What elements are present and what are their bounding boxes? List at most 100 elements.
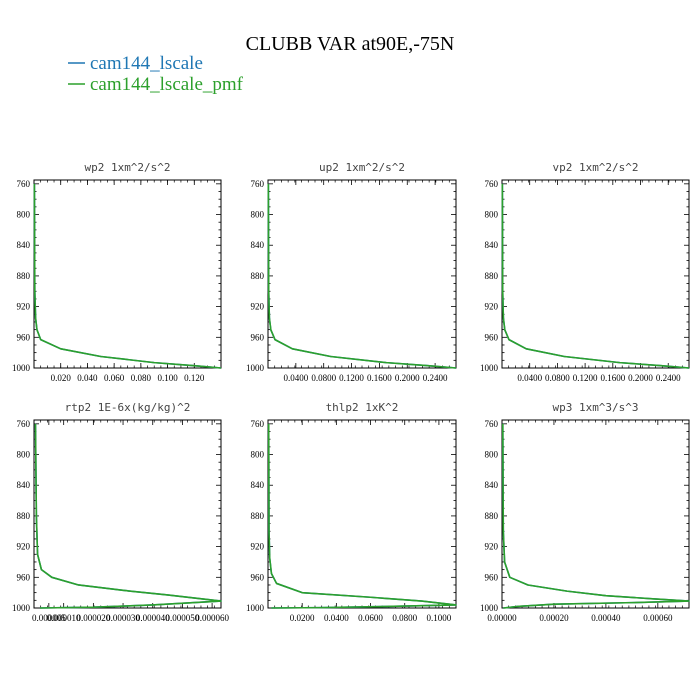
legend-label-cam144-lscale: cam144_lscale [90, 53, 203, 74]
y-tick-label: 880 [251, 271, 265, 281]
plot-frame [267, 419, 457, 609]
y-tick-label: 760 [17, 419, 31, 429]
y-tick-label: 800 [485, 210, 499, 220]
y-tick-label: 920 [485, 302, 499, 312]
panels: wp2 1xm^2/s^2 760 800 840 880 920 960 1000 0.020… [12, 161, 690, 623]
y-tick-label: 920 [17, 302, 31, 312]
x-tick-label: 0.1200 [573, 373, 598, 383]
series-line-2 [501, 423, 690, 609]
plot-frame [501, 179, 690, 369]
series-line-1 [267, 423, 457, 609]
x-tick-label: 0.060 [104, 373, 125, 383]
y-tick-label: 760 [251, 179, 265, 189]
x-tick-label: 0.020 [51, 373, 72, 383]
x-tick-label: 0.0800 [545, 373, 570, 383]
y-tick-label: 920 [485, 542, 499, 552]
panel-1: wp2 1xm^2/s^2 760 800 840 880 920 960 1000 0.020… [12, 161, 222, 383]
series-line-1 [501, 423, 690, 609]
y-tick-label: 840 [17, 240, 31, 250]
x-tick-label: 0.00060 [643, 613, 673, 623]
y-tick-label: 1000 [12, 363, 31, 373]
series-line-2 [267, 423, 457, 609]
panel-3: vp2 1xm^2/s^2 760 800 840 880 920 960 1000 0.040… [480, 161, 690, 383]
x-tick-label: 0.00000 [487, 613, 517, 623]
plot-frame [501, 419, 690, 609]
y-tick-label: 920 [17, 542, 31, 552]
x-tick-label: 0.1200 [339, 373, 364, 383]
y-tick-label: 880 [485, 271, 499, 281]
x-tick-label: 0.0600 [358, 613, 383, 623]
x-tick-label: 0.000050 [166, 613, 200, 623]
x-tick-label: 0.0800 [392, 613, 417, 623]
x-tick-label: 0.2000 [395, 373, 420, 383]
y-tick-label: 1000 [246, 363, 265, 373]
x-tick-label: 0.000005 [32, 613, 66, 623]
y-tick-label: 800 [251, 450, 265, 460]
y-tick-label: 800 [485, 450, 499, 460]
y-tick-label: 760 [17, 179, 31, 189]
figure-title: CLUBB VAR at90E,-75N [246, 33, 455, 55]
y-tick-label: 960 [251, 332, 265, 342]
y-tick-label: 800 [17, 450, 31, 460]
x-tick-label: 0.1600 [600, 373, 625, 383]
panel-title: wp2 1xm^2/s^2 [84, 161, 170, 174]
plot-frame [267, 179, 457, 369]
series-line-2 [267, 183, 457, 369]
x-tick-label: 0.000060 [195, 613, 229, 623]
x-tick-label: 0.1600 [367, 373, 392, 383]
series-line-2 [33, 183, 222, 369]
legend-label-cam144-lscale-pmf: cam144_lscale_pmf [90, 74, 244, 95]
y-tick-label: 1000 [480, 363, 499, 373]
x-tick-label: 0.120 [184, 373, 205, 383]
y-tick-label: 960 [17, 572, 31, 582]
y-tick-label: 880 [17, 271, 31, 281]
y-tick-label: 960 [17, 332, 31, 342]
y-tick-label: 880 [485, 511, 499, 521]
series-line-2 [501, 183, 690, 369]
y-tick-label: 920 [251, 302, 265, 312]
y-tick-label: 800 [251, 210, 265, 220]
panel-4: rtp2 1E-6x(kg/kg)^2 760 800 840 880 920 960 100… [12, 401, 229, 623]
y-tick-label: 960 [251, 572, 265, 582]
legend: cam144_lscale cam144_lscale_pmf [68, 53, 244, 95]
x-tick-label: 0.0400 [517, 373, 542, 383]
y-tick-label: 1000 [480, 603, 499, 613]
panel-title: vp2 1xm^2/s^2 [552, 161, 638, 174]
x-tick-label: 0.000030 [106, 613, 140, 623]
panel-title: rtp2 1E-6x(kg/kg)^2 [65, 401, 191, 414]
x-tick-label: 0.0800 [311, 373, 336, 383]
x-tick-label: 0.2000 [628, 373, 653, 383]
y-tick-label: 840 [251, 240, 265, 250]
x-tick-label: 0.000010 [47, 613, 81, 623]
y-tick-label: 1000 [246, 603, 265, 613]
y-tick-label: 960 [485, 332, 499, 342]
x-tick-label: 0.00040 [591, 613, 621, 623]
y-tick-label: 760 [485, 419, 499, 429]
plot-frame [33, 179, 222, 369]
x-tick-label: 0.0400 [324, 613, 349, 623]
panel-2: up2 1xm^2/s^2 760 800 840 880 920 960 1000 0.040… [246, 161, 457, 383]
series-line-1 [501, 183, 690, 369]
y-tick-label: 880 [251, 511, 265, 521]
x-tick-label: 0.100 [157, 373, 178, 383]
series-line-1 [267, 183, 457, 369]
x-tick-label: 0.080 [131, 373, 152, 383]
x-tick-label: 0.00020 [539, 613, 569, 623]
y-tick-label: 920 [251, 542, 265, 552]
y-tick-label: 800 [17, 210, 31, 220]
y-tick-label: 840 [251, 480, 265, 490]
y-tick-label: 760 [251, 419, 265, 429]
panel-title: wp3 1xm^3/s^3 [552, 401, 638, 414]
x-tick-label: 0.0400 [283, 373, 308, 383]
panel-title: thlp2 1xK^2 [326, 401, 399, 414]
panel-title: up2 1xm^2/s^2 [319, 161, 405, 174]
y-tick-label: 880 [17, 511, 31, 521]
x-tick-label: 0.040 [77, 373, 98, 383]
x-tick-label: 0.1000 [427, 613, 452, 623]
y-tick-label: 1000 [12, 603, 31, 613]
y-tick-label: 960 [485, 572, 499, 582]
y-tick-label: 840 [17, 480, 31, 490]
y-tick-label: 840 [485, 240, 499, 250]
y-tick-label: 760 [485, 179, 499, 189]
